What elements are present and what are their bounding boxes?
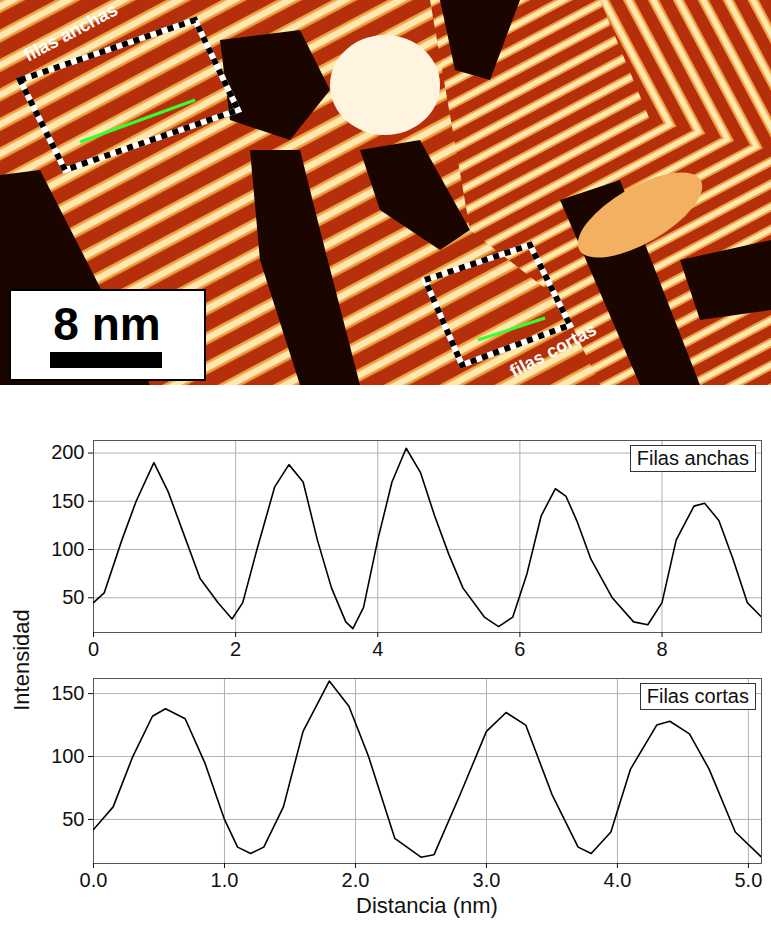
html-text:Distancia (nm): Distancia (nm) [356, 893, 498, 918]
svg-text:5.0: 5.0 [734, 869, 762, 891]
svg-text:1.0: 1.0 [211, 869, 239, 891]
svg-text:0.0: 0.0 [80, 869, 108, 891]
svg-text:filas anchas: filas anchas [20, 0, 120, 66]
svg-text:filas cortas: filas cortas [506, 319, 599, 381]
html-text:Filas cortas: Filas cortas [646, 685, 749, 707]
html-text:Filas anchas: Filas anchas [636, 447, 749, 469]
svg-text:8 nm: 8 nm [53, 298, 160, 350]
svg-text:100: 100 [51, 538, 84, 560]
svg-text:3.0: 3.0 [473, 869, 501, 891]
svg-text:2: 2 [230, 638, 241, 660]
svg-text:50: 50 [62, 586, 84, 608]
svg-text:150: 150 [51, 490, 84, 512]
svg-text:2.0: 2.0 [342, 869, 370, 891]
svg-text:50: 50 [62, 808, 84, 830]
svg-text:6: 6 [514, 638, 525, 660]
svg-text:150: 150 [51, 682, 84, 704]
svg-text:0: 0 [88, 638, 99, 660]
svg-text:200: 200 [51, 441, 84, 463]
svg-text:8: 8 [656, 638, 667, 660]
html-text:Intensidad: Intensidad [9, 609, 34, 711]
svg-text:100: 100 [51, 745, 84, 767]
svg-text:4: 4 [372, 638, 383, 660]
svg-text:4.0: 4.0 [604, 869, 632, 891]
